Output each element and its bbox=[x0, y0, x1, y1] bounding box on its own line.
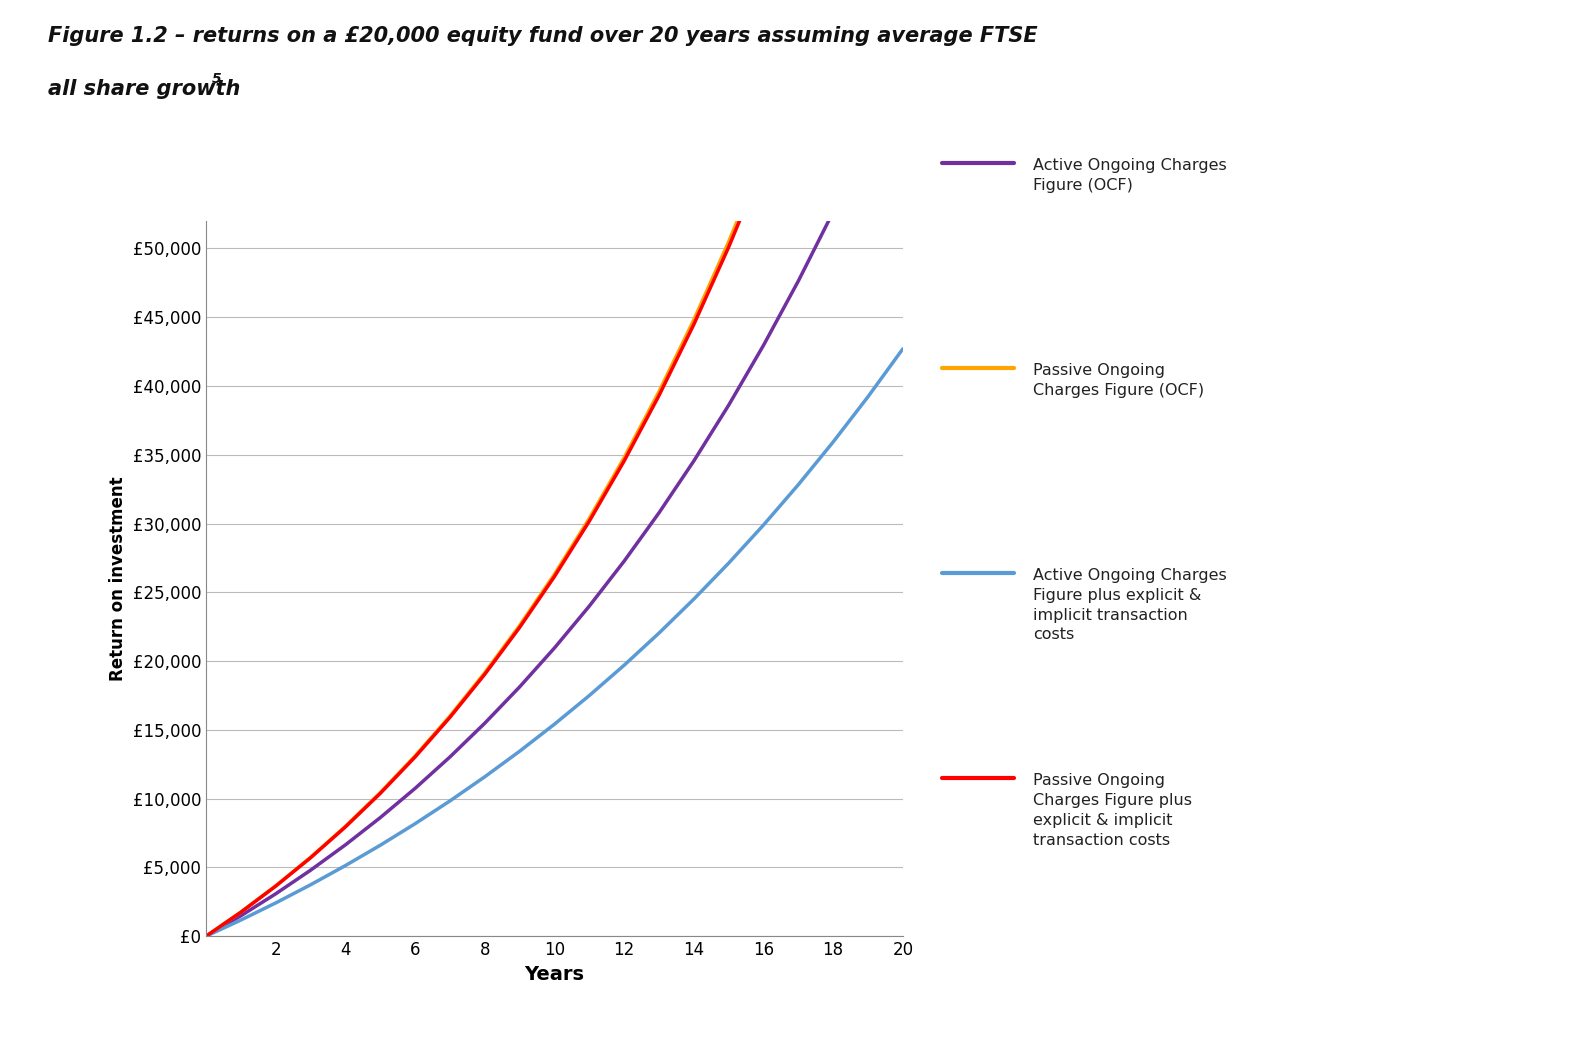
Text: Figure 1.2 – returns on a £20,000 equity fund over 20 years assuming average FTS: Figure 1.2 – returns on a £20,000 equity… bbox=[48, 26, 1038, 46]
Text: Active Ongoing Charges
Figure (OCF): Active Ongoing Charges Figure (OCF) bbox=[1033, 158, 1226, 193]
Text: Active Ongoing Charges
Figure plus explicit &
implicit transaction
costs: Active Ongoing Charges Figure plus expli… bbox=[1033, 568, 1226, 643]
X-axis label: Years: Years bbox=[524, 965, 584, 984]
Text: Passive Ongoing
Charges Figure (OCF): Passive Ongoing Charges Figure (OCF) bbox=[1033, 363, 1204, 398]
Text: Passive Ongoing
Charges Figure plus
explicit & implicit
transaction costs: Passive Ongoing Charges Figure plus expl… bbox=[1033, 773, 1191, 848]
Y-axis label: Return on investment: Return on investment bbox=[109, 477, 127, 681]
Text: 5: 5 bbox=[212, 72, 222, 85]
Text: all share growth: all share growth bbox=[48, 79, 239, 99]
